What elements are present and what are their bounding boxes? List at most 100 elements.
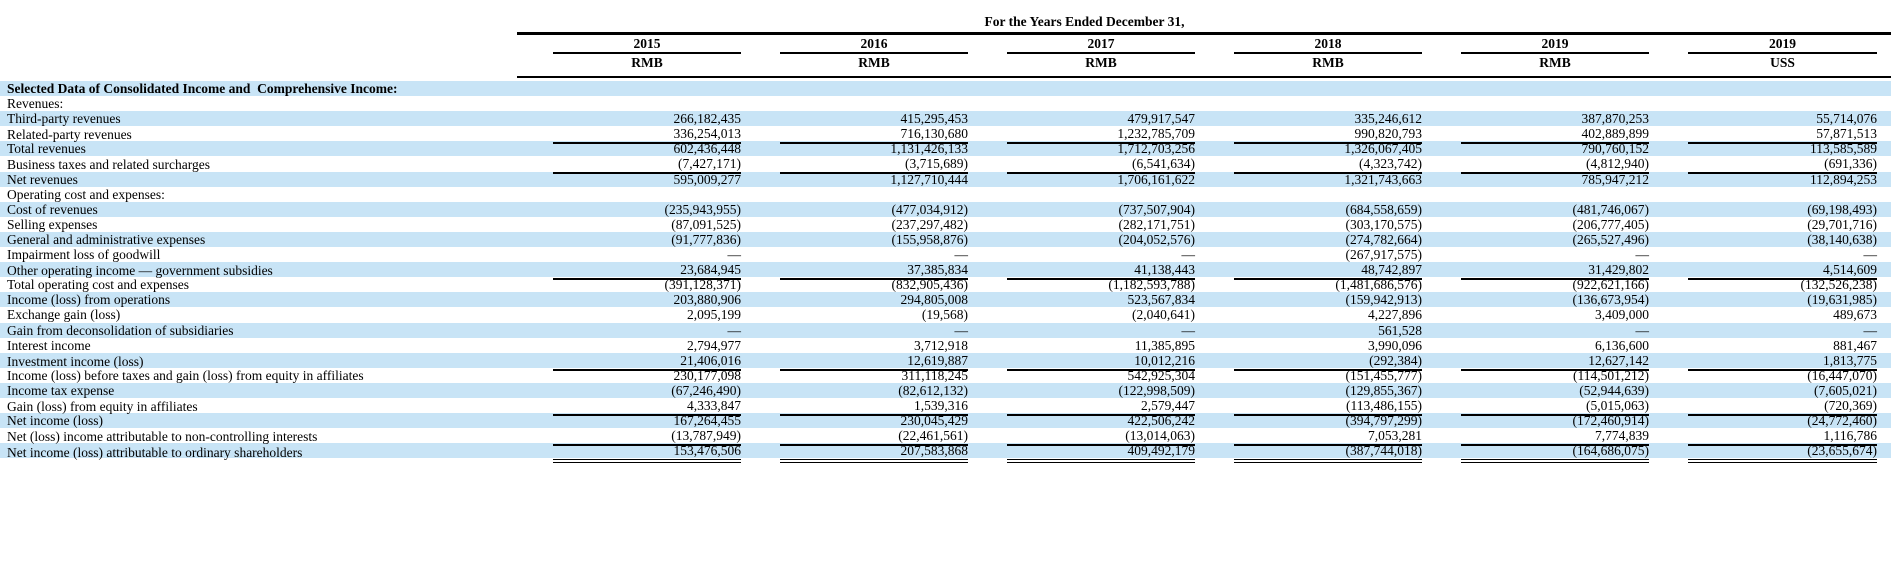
value-cell: (91,777,836)	[517, 232, 744, 248]
currency-header: RMB	[1539, 55, 1571, 70]
value-cell: (4,812,940)	[1425, 156, 1652, 175]
row-label: Selected Data of Consolidated Income and…	[7, 81, 398, 96]
row-label: Other operating income — government subs…	[7, 263, 273, 279]
cell-value: (132,526,238)	[1800, 277, 1878, 293]
cell-value: 716,130,680	[780, 126, 968, 145]
cell-value: —	[1863, 322, 1878, 338]
cell-value: 230,045,429	[900, 413, 969, 429]
value-cell: 21,406,016	[517, 353, 744, 371]
value-cell: 1,712,703,256	[971, 141, 1198, 157]
cell-value: (265,527,496)	[1572, 231, 1650, 247]
table-row: Total operating cost and expenses (391,12…	[0, 277, 1891, 292]
value-cell: 11,385,895	[971, 338, 1198, 354]
value-cell: 785,947,212	[1425, 172, 1652, 188]
value-cell: (5,015,063)	[1425, 398, 1652, 416]
cell-value: 4,333,847	[553, 398, 741, 416]
cell-value: 153,476,506	[553, 443, 741, 464]
value-cell: 7,053,281	[1198, 428, 1425, 447]
table-row: Selling expenses (87,091,525) (237,297,482…	[0, 217, 1891, 232]
cell-value: 523,567,834	[1127, 292, 1196, 308]
cell-value: 266,182,435	[673, 111, 742, 127]
cell-value: 6,136,600	[1595, 337, 1649, 353]
value-cell: (23,655,674)	[1652, 443, 1891, 464]
cell-value: (387,744,018)	[1234, 443, 1422, 464]
table-row: Impairment loss of goodwill — — — (267,917,5…	[0, 247, 1891, 262]
cell-value: (16,447,070)	[1807, 367, 1877, 383]
cell-value: (164,686,075)	[1461, 443, 1649, 464]
value-cell: (132,526,238)	[1652, 277, 1891, 293]
table-body: Selected Data of Consolidated Income and…	[0, 81, 1891, 464]
cell-value: 294,805,008	[900, 292, 969, 308]
value-cell: (387,744,018)	[1198, 443, 1425, 464]
period-title: For the Years Ended December 31,	[984, 14, 1185, 29]
value-cell: (1,481,686,576)	[1198, 277, 1425, 293]
row-label: Operating cost and expenses:	[7, 186, 165, 202]
value-cell: (13,014,063)	[971, 428, 1198, 447]
cell-value: (267,917,575)	[1345, 247, 1423, 263]
cell-value: (67,246,490)	[671, 382, 741, 398]
row-label: Net revenues	[7, 171, 78, 187]
value-cell: 523,567,834	[971, 292, 1198, 308]
value-cell: (155,958,876)	[744, 232, 971, 248]
year-header-row: 2015 2016 2017 2018 2019 2019	[0, 35, 1891, 54]
year-header-cell: 2018	[1198, 35, 1425, 54]
cell-value: —	[1635, 322, 1650, 338]
cell-value: 1,116,786	[1688, 428, 1877, 447]
value-cell: 790,760,152	[1425, 141, 1652, 157]
cell-value: (155,958,876)	[891, 231, 969, 247]
value-cell: 336,254,013	[517, 126, 744, 145]
row-label: Related-party revenues	[7, 127, 132, 143]
cell-value: (737,507,904)	[1118, 201, 1196, 217]
cell-value: (204,052,576)	[1118, 231, 1196, 247]
row-label: Selling expenses	[7, 216, 98, 232]
cell-value: 409,492,179	[1007, 443, 1195, 464]
cell-value: 1,706,161,622	[1117, 171, 1195, 187]
cell-value: 203,880,906	[673, 292, 742, 308]
cell-value: 1,131,426,133	[890, 141, 968, 157]
year-header: 2017	[1007, 35, 1195, 54]
year-header-cell: 2017	[971, 35, 1198, 54]
value-cell: 602,436,448	[517, 141, 744, 157]
value-cell: 415,295,453	[744, 111, 971, 127]
table-row: Net (loss) income attributable to non-co…	[0, 428, 1891, 447]
cell-value: (4,323,742)	[1234, 156, 1422, 175]
value-cell: (16,447,070)	[1652, 368, 1891, 384]
cell-value: 1,232,785,709	[1007, 126, 1195, 145]
value-cell: 4,227,896	[1198, 307, 1425, 323]
cell-value: 7,774,839	[1461, 428, 1649, 447]
cell-value: 23,684,945	[553, 262, 741, 281]
cell-value: 57,871,513	[1688, 126, 1877, 145]
cell-value: (159,942,913)	[1345, 292, 1423, 308]
currency-header-cell: RMB	[517, 55, 744, 71]
cell-value: (22,461,561)	[780, 428, 968, 447]
cell-value: 335,246,612	[1354, 111, 1423, 127]
cell-value: 7,053,281	[1234, 428, 1422, 447]
row-label: Gain from deconsolidation of subsidiarie…	[7, 322, 234, 338]
cell-value: (129,855,367)	[1345, 382, 1423, 398]
table-row: Third-party revenues 266,182,435 415,295,4…	[0, 111, 1891, 127]
value-cell: 48,742,897	[1198, 262, 1425, 281]
value-cell: (691,336)	[1652, 156, 1891, 175]
value-cell: (303,170,575)	[1198, 217, 1425, 233]
cell-value: (394,797,299)	[1345, 413, 1423, 429]
cell-value: (206,777,405)	[1572, 216, 1650, 232]
cell-value: (292,384)	[1234, 353, 1422, 371]
value-cell: (82,612,132)	[744, 383, 971, 399]
value-cell: 230,045,429	[744, 413, 971, 429]
cell-value: 37,385,834	[780, 262, 968, 281]
cell-value: (1,182,593,788)	[1108, 277, 1195, 293]
value-cell: —	[971, 247, 1198, 263]
row-label: Business taxes and related surcharges	[7, 157, 210, 173]
cell-value: (24,772,460)	[1807, 413, 1877, 429]
value-cell: 1,539,316	[744, 398, 971, 416]
currency-header: RMB	[858, 55, 890, 70]
table-row: Business taxes and related surcharges (7,…	[0, 156, 1891, 175]
value-cell: (151,455,777)	[1198, 368, 1425, 384]
currency-header-cell: RMB	[744, 55, 971, 71]
table-row: Exchange gain (loss) 2,095,199 (19,568) (2,…	[0, 307, 1891, 322]
year-header: 2016	[780, 35, 968, 54]
table-row: Income (loss) from operations 203,880,906…	[0, 292, 1891, 308]
cell-value: 48,742,897	[1234, 262, 1422, 281]
table-row: Net income (loss) 167,264,455 230,045,429 4…	[0, 413, 1891, 429]
value-cell: (122,998,509)	[971, 383, 1198, 399]
